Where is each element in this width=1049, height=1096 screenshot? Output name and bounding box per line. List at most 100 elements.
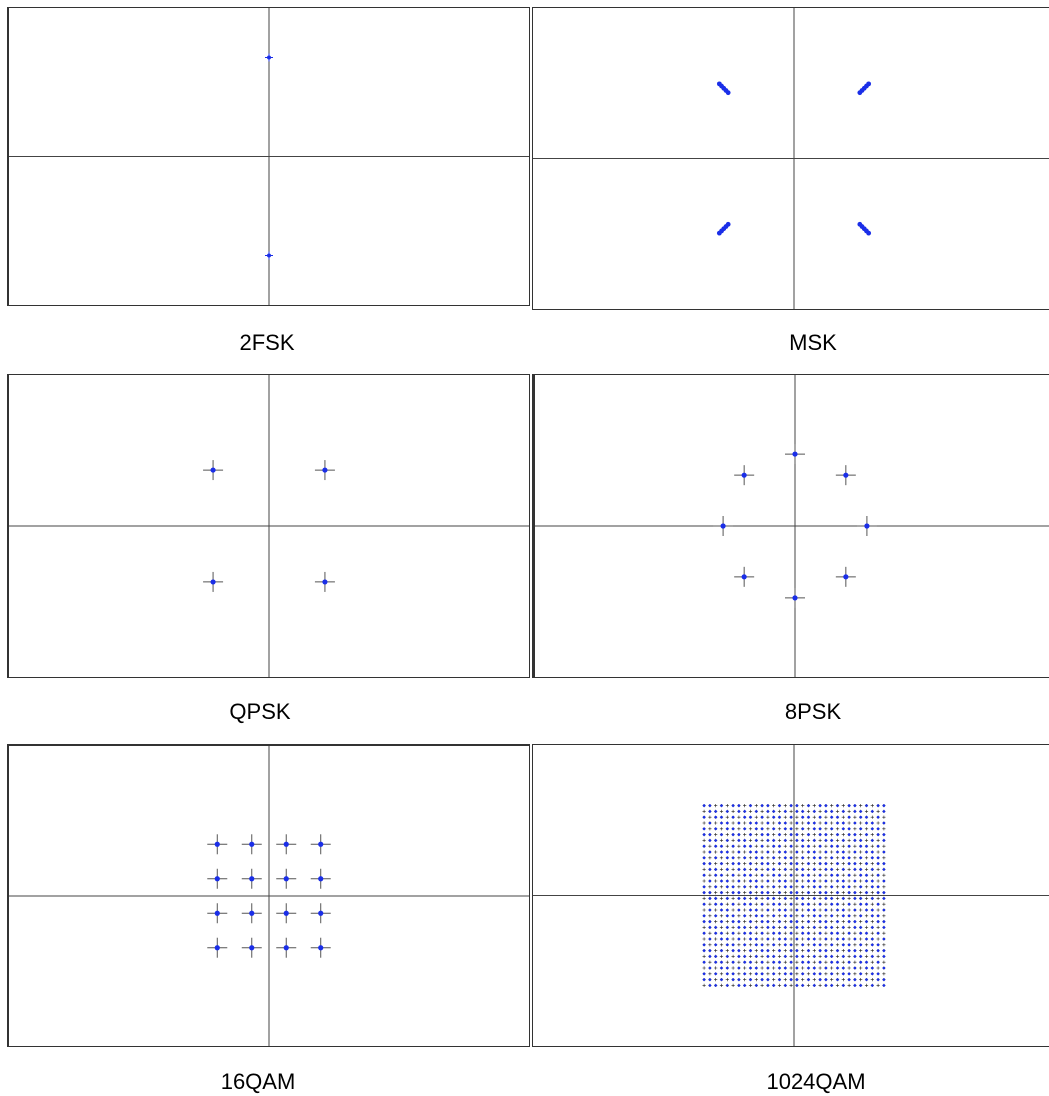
constellation-point [830, 821, 834, 825]
constellation-point [789, 873, 793, 877]
constellation-point [807, 850, 810, 854]
constellation-point [772, 949, 776, 953]
constellation-point [789, 983, 793, 987]
constellation-point [824, 978, 828, 981]
constellation-point [795, 920, 799, 923]
constellation-point [859, 943, 862, 947]
constellation-point [267, 55, 271, 60]
constellation-point [772, 897, 775, 900]
constellation-point [807, 804, 810, 807]
constellation-point [726, 955, 729, 958]
constellation-point [754, 844, 758, 848]
constellation-point [835, 983, 840, 987]
constellation-point [714, 868, 717, 871]
constellation-point [847, 891, 851, 894]
constellation-point [789, 856, 793, 860]
constellation-point [743, 978, 747, 982]
constellation-point [772, 972, 775, 976]
constellation-point [813, 885, 816, 889]
constellation-point [777, 838, 782, 842]
constellation-point [748, 827, 753, 831]
constellation-point [853, 984, 857, 987]
constellation-point [824, 943, 828, 947]
constellation-point [743, 949, 747, 953]
constellation-point [830, 850, 834, 854]
constellation-point [824, 984, 828, 987]
constellation-point [737, 984, 741, 987]
constellation-point [714, 839, 717, 842]
constellation-point [853, 833, 857, 836]
constellation-point [806, 943, 811, 947]
constellation-point [737, 914, 741, 918]
constellation-panel-8psk [532, 374, 1049, 678]
constellation-point [766, 844, 770, 848]
constellation-point [818, 856, 822, 860]
constellation-point [830, 891, 834, 895]
constellation-point [806, 809, 811, 813]
constellation-point [807, 873, 810, 877]
constellation-point [853, 931, 857, 935]
constellation-point [836, 821, 839, 825]
constellation-point [865, 902, 868, 906]
constellation-point [760, 873, 764, 877]
constellation-point [824, 885, 828, 889]
constellation-point [749, 978, 752, 981]
constellation-point [841, 862, 845, 866]
constellation-point [853, 920, 857, 923]
constellation-point [731, 920, 735, 923]
constellation-point [737, 966, 741, 970]
constellation-point [731, 914, 735, 918]
constellation-point [702, 879, 706, 883]
constellation-point [818, 891, 822, 894]
constellation-point [812, 804, 816, 808]
constellation-point [806, 885, 811, 889]
constellation-point [749, 821, 752, 825]
constellation-point [876, 943, 880, 947]
constellation-point [214, 841, 220, 847]
constellation-point [847, 850, 851, 854]
constellation-point [882, 897, 886, 900]
constellation-point [812, 891, 816, 895]
constellation-point [708, 856, 712, 860]
constellation-point [859, 873, 862, 877]
constellation-point [806, 856, 811, 860]
constellation-point [842, 914, 845, 918]
constellation-point [836, 966, 839, 970]
constellation-point [792, 595, 798, 601]
constellation-point [731, 833, 735, 836]
constellation-point [778, 891, 781, 894]
constellation-point [731, 844, 735, 848]
constellation-point [818, 862, 822, 865]
constellation-point [853, 873, 857, 877]
constellation-point [772, 926, 775, 929]
constellation-point [754, 960, 758, 964]
constellation-point [755, 868, 758, 871]
constellation-point [731, 856, 735, 860]
constellation-point [766, 943, 770, 947]
constellation-point [777, 914, 782, 918]
constellation-point [842, 827, 845, 831]
constellation-point [720, 815, 723, 819]
constellation-point [806, 896, 811, 900]
constellation-point [719, 867, 724, 871]
constellation-point [853, 885, 857, 889]
constellation-point [847, 902, 851, 906]
constellation-point [743, 914, 746, 918]
constellation-point [835, 954, 840, 958]
constellation-point [813, 926, 816, 929]
constellation-point [876, 804, 880, 807]
constellation-point [766, 815, 770, 819]
constellation-point [876, 908, 880, 912]
constellation-point [882, 955, 886, 958]
constellation-point [859, 920, 863, 924]
constellation-point [784, 955, 787, 958]
constellation-point [830, 868, 833, 871]
constellation-point [801, 885, 804, 889]
constellation-point [726, 850, 729, 854]
constellation-point [818, 809, 822, 813]
constellation-point [720, 879, 723, 883]
constellation-point [708, 879, 712, 883]
constellation-point [760, 943, 764, 947]
constellation-panel-16qam [7, 744, 530, 1047]
constellation-point [772, 908, 776, 912]
